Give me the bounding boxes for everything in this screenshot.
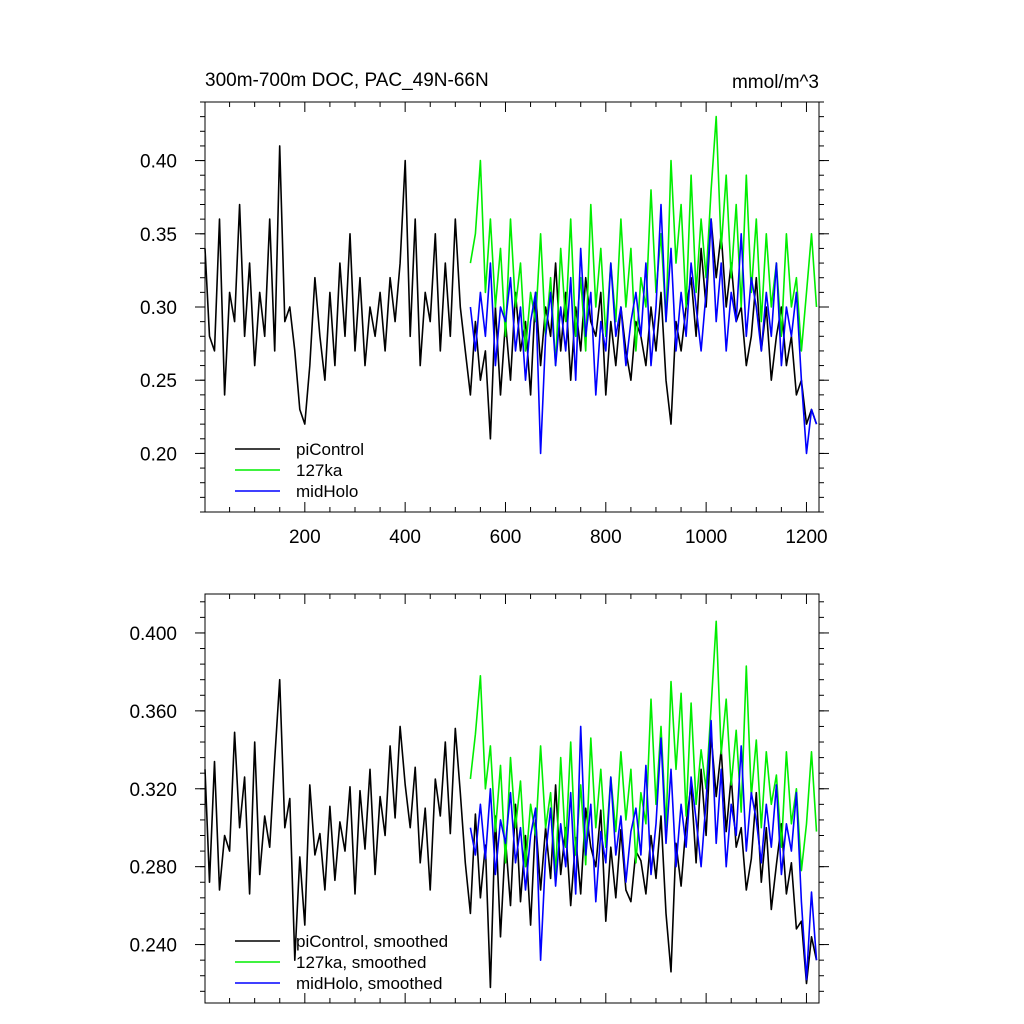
bottom-legend-label: piControl, smoothed xyxy=(296,932,448,951)
top-x-tick-label: 800 xyxy=(590,527,622,548)
top-chart-ticks: 200 400 600 800 1000 1200 0.20 0.25 0.30 0.35 0.40 xyxy=(140,101,829,548)
bottom-y-tick-label: 0.240 xyxy=(129,936,177,957)
top-x-tick-label: 1200 xyxy=(785,527,827,548)
bottom-y-tick-label: 0.280 xyxy=(129,858,177,879)
bottom-series-line-0 xyxy=(204,678,818,989)
top-chart-title: 300m-700m DOC, PAC_49N-66N xyxy=(205,70,489,91)
top-chart-lines xyxy=(204,115,818,455)
top-y-tick-label: 0.35 xyxy=(140,225,177,246)
top-chart-units: mmol/m^3 xyxy=(732,72,819,93)
bottom-chart-ticks: 0.240 0.280 0.320 0.360 0.400 xyxy=(129,594,829,1003)
bottom-chart-panel: 0.240 0.280 0.320 0.360 0.400 piControl, smo… xyxy=(129,593,829,1004)
top-x-tick-label: 1000 xyxy=(685,527,727,548)
top-x-tick-label: 400 xyxy=(389,527,421,548)
bottom-chart-frame xyxy=(204,593,820,1004)
bottom-y-tick-label: 0.400 xyxy=(129,624,177,645)
top-y-tick-label: 0.25 xyxy=(140,371,177,392)
top-series-line-0 xyxy=(204,145,818,440)
top-chart-panel: 300m-700m DOC, PAC_49N-66N mmol/m^3 200 4… xyxy=(140,70,829,548)
top-y-tick-label: 0.30 xyxy=(140,298,177,319)
bottom-legend-label: 127ka, smoothed xyxy=(296,953,426,972)
bottom-series-line-2 xyxy=(469,719,818,981)
bottom-y-tick-label: 0.360 xyxy=(129,702,177,723)
top-chart-legend: piControl 127ka midHolo xyxy=(235,440,364,501)
bottom-y-tick-label: 0.320 xyxy=(129,780,177,801)
bottom-chart-lines xyxy=(204,620,818,989)
top-y-tick-label: 0.20 xyxy=(140,444,177,465)
top-series-line-2 xyxy=(469,203,818,455)
top-legend-label: midHolo xyxy=(296,482,358,501)
top-legend-label: 127ka xyxy=(296,461,343,480)
top-x-tick-label: 200 xyxy=(289,527,321,548)
bottom-legend-label: midHolo, smoothed xyxy=(296,974,442,993)
top-y-tick-label: 0.40 xyxy=(140,152,177,173)
top-x-tick-label: 600 xyxy=(490,527,522,548)
top-legend-label: piControl xyxy=(296,440,364,459)
bottom-chart-legend: piControl, smoothed 127ka, smoothed midHol… xyxy=(235,932,448,993)
